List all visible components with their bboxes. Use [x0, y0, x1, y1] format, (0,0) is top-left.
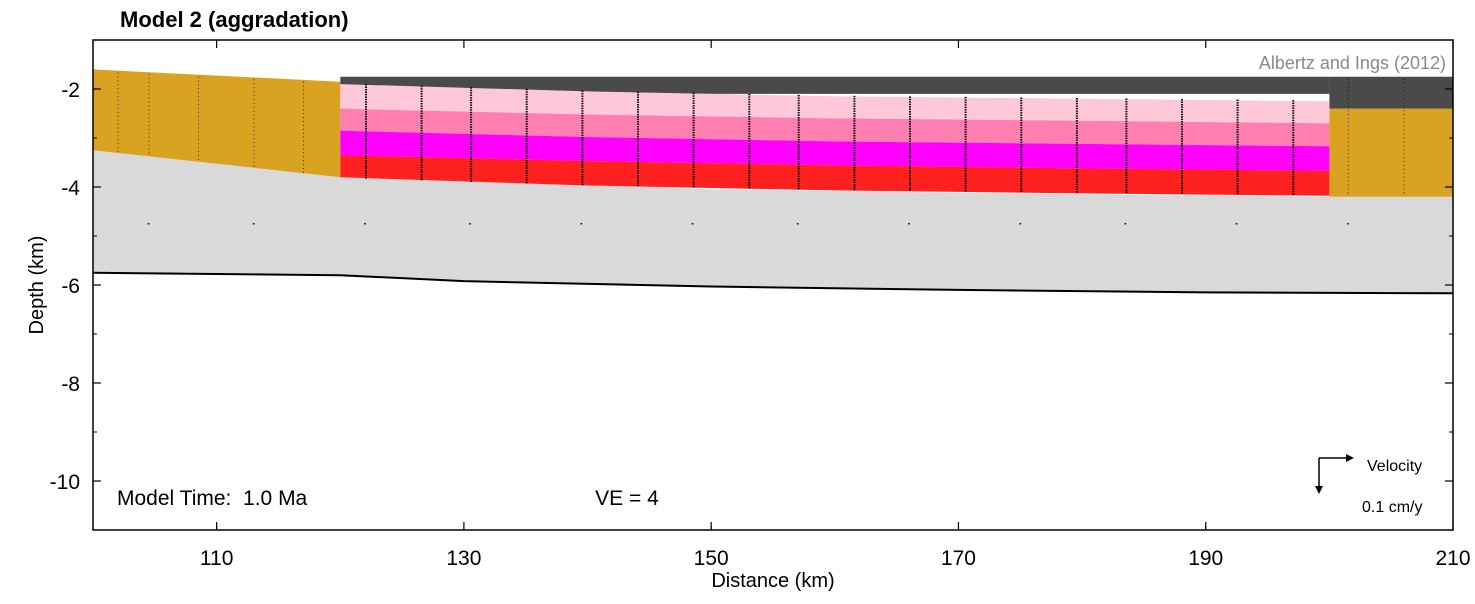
velocity-column — [469, 87, 473, 225]
velocity-mark — [1124, 222, 1127, 225]
y-tick-label: -8 — [61, 373, 80, 396]
velocity-column — [1181, 99, 1183, 194]
source-box-bg — [1212, 46, 1450, 76]
velocity-column — [796, 94, 800, 225]
velocity-column — [252, 79, 255, 225]
velocity-mark — [796, 222, 799, 225]
velocity-mark — [1347, 222, 1349, 225]
velocity-column — [1235, 99, 1239, 225]
velocity-mark — [252, 222, 255, 225]
velocity-column — [303, 81, 304, 173]
y-axis: -2 -4 -6 -8 -10 — [50, 79, 1453, 531]
velocity-column — [1347, 78, 1349, 225]
model-time-label: Model Time: 1.0 Ma — [117, 487, 308, 510]
velocity-column — [117, 72, 119, 152]
velocity-mark — [364, 222, 366, 225]
velocity-mark — [580, 222, 583, 225]
source-label: Albertz and Ings (2012) — [1259, 53, 1446, 73]
overburden-right-region — [1329, 76, 1453, 109]
velocity-legend-label: Velocity — [1367, 458, 1422, 475]
velocity-mark — [1235, 222, 1238, 225]
overburden-region — [340, 76, 1330, 94]
x-tick-label: 130 — [446, 547, 481, 570]
velocity-column — [580, 90, 584, 225]
x-tick-label: 110 — [200, 547, 233, 570]
velocity-column — [525, 88, 528, 184]
velocity-mark — [469, 222, 471, 225]
layer-2 — [340, 108, 1330, 147]
velocity-column — [198, 76, 199, 160]
velocity-legend-y-arrowhead — [1315, 486, 1323, 494]
x-tick-label: 150 — [694, 547, 729, 570]
y-tick-label: -4 — [61, 177, 80, 200]
velocity-legend-scale: 0.1 cm/y — [1362, 499, 1422, 516]
x-tick-label: 210 — [1435, 547, 1470, 570]
velocity-mark — [1019, 222, 1022, 225]
chart-title: Model 2 (aggradation) — [120, 7, 349, 32]
velocity-mark — [908, 222, 910, 225]
velocity-column — [1019, 97, 1023, 225]
plot-area — [93, 69, 1453, 295]
velocity-legend: Velocity 0.1 cm/y — [1315, 454, 1422, 516]
left-wall-region — [93, 69, 341, 178]
basement-region — [93, 150, 1453, 294]
source-box: Albertz and Ings (2012) — [1212, 46, 1450, 76]
velocity-mark — [147, 222, 150, 225]
y-tick-label: -2 — [61, 79, 80, 102]
velocity-column — [1124, 98, 1128, 225]
layer-1 — [340, 84, 1330, 124]
layer-3 — [340, 130, 1330, 171]
y-tick-label: -6 — [61, 275, 80, 298]
velocity-column — [748, 93, 751, 189]
layer-4 — [340, 155, 1330, 196]
x-tick-label: 190 — [1188, 547, 1223, 570]
velocity-mark — [691, 222, 694, 225]
x-axis: 110 130 150 170 190 210 — [200, 40, 1471, 570]
velocity-column — [964, 96, 967, 192]
x-axis-label: Distance (km) — [711, 570, 834, 592]
regions — [93, 69, 1453, 294]
velocity-column — [147, 74, 150, 225]
x-tick-label: 170 — [941, 547, 976, 570]
velocity-column — [1292, 100, 1295, 195]
ve-label: VE = 4 — [595, 487, 659, 510]
layers — [340, 84, 1330, 196]
velocity-column — [637, 91, 639, 187]
velocity-column — [1403, 78, 1405, 194]
velocity-column — [908, 96, 911, 225]
y-tick-label: -10 — [50, 471, 80, 494]
velocity-column — [364, 84, 367, 225]
velocity-column — [853, 95, 856, 191]
y-axis-label: Depth (km) — [26, 236, 48, 335]
velocity-column — [691, 92, 695, 225]
velocity-column — [1075, 97, 1078, 193]
velocity-column — [420, 85, 423, 181]
basement-bottom-line — [93, 271, 1453, 295]
velocity-field — [117, 72, 1405, 225]
right-wall-region — [1329, 108, 1453, 197]
velocity-legend-x-arrowhead — [1346, 454, 1354, 462]
